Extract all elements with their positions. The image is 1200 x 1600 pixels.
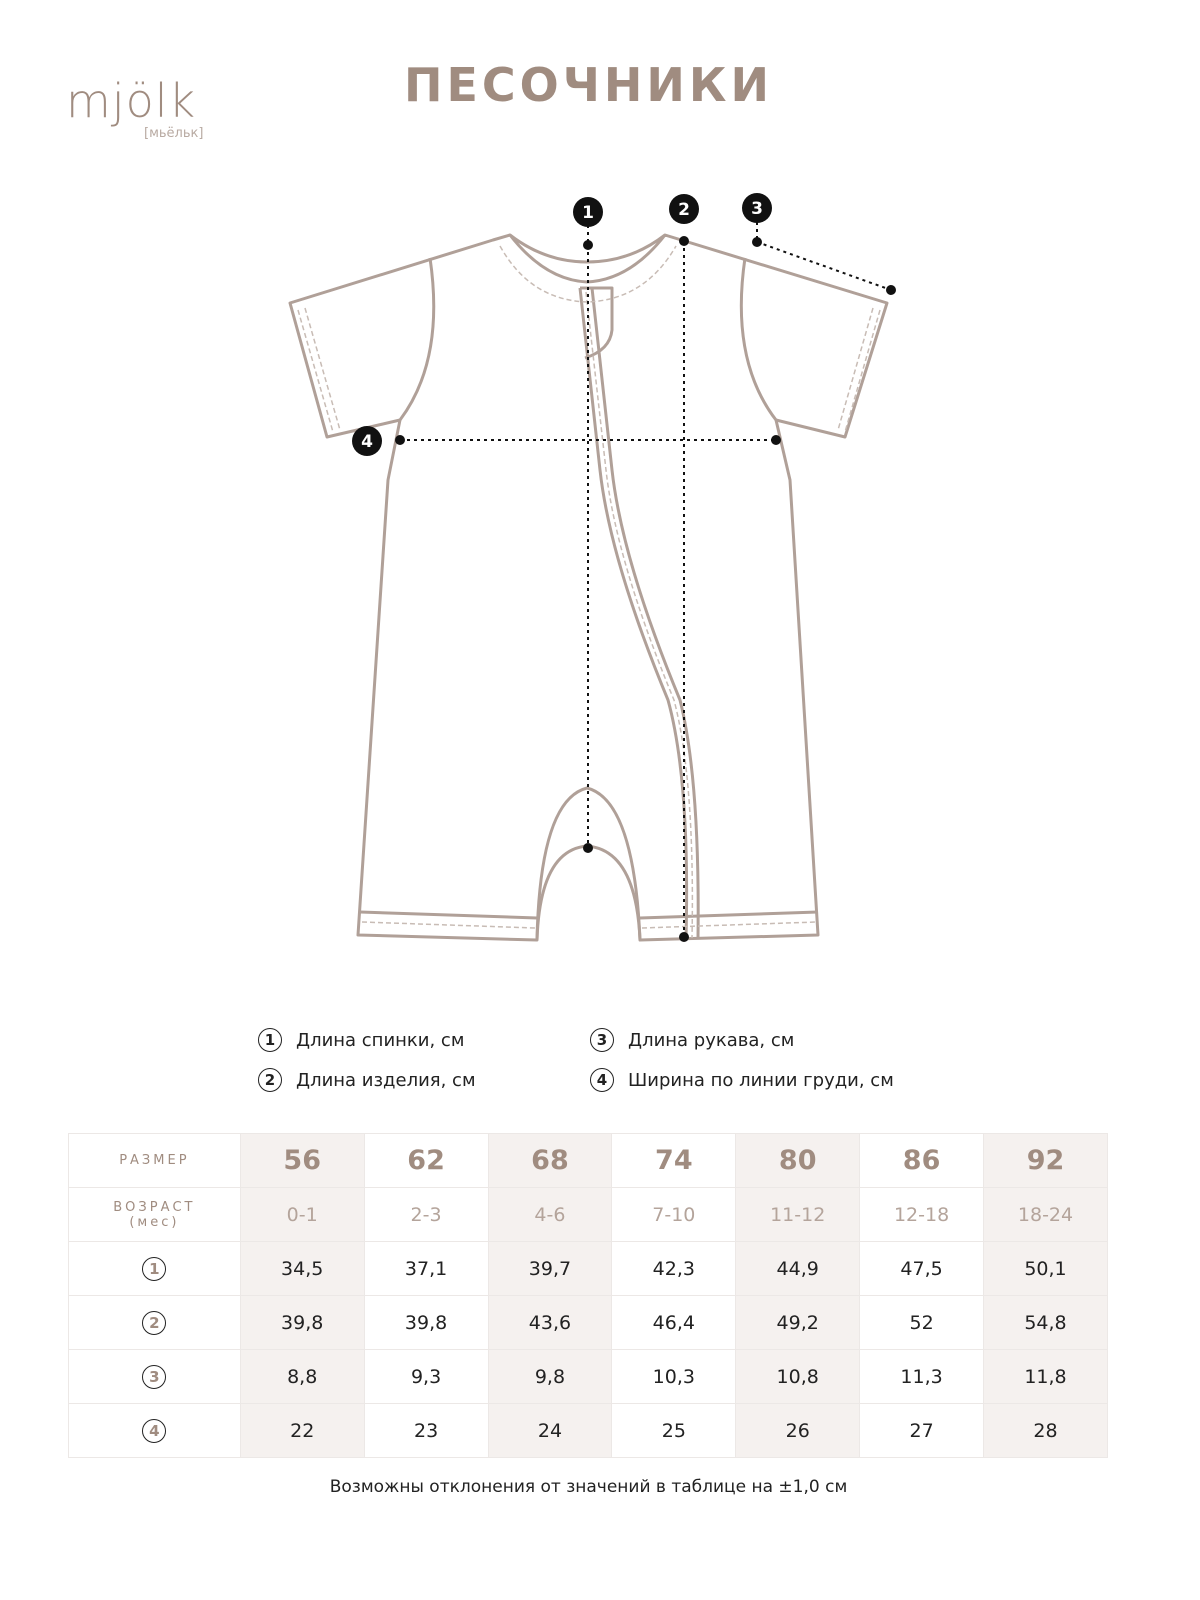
measure-number-icon: 4 — [142, 1418, 167, 1443]
logo-subtext: [мьёльк] — [144, 126, 204, 141]
value-cell: 39,8 — [239, 1295, 365, 1350]
age-cell: 4-6 — [487, 1187, 613, 1242]
value-cell: 9,8 — [487, 1349, 613, 1404]
measurement-row: 1 34,5 37,1 39,7 42,3 44,9 47,5 50,1 — [68, 1241, 1108, 1296]
value-cell: 49,2 — [735, 1295, 861, 1350]
value-cell: 10,8 — [735, 1349, 861, 1404]
measure-number-icon: 3 — [142, 1364, 167, 1389]
size-cell: 68 — [487, 1133, 613, 1188]
age-label: ВОЗРАСТ (мес) — [68, 1187, 241, 1242]
measure-number-icon: 1 — [142, 1256, 167, 1281]
value-cell: 26 — [735, 1403, 861, 1458]
value-cell: 50,1 — [983, 1241, 1108, 1296]
measure-lines — [400, 222, 892, 937]
value-cell: 23 — [363, 1403, 489, 1458]
row-marker: 3 — [68, 1349, 241, 1404]
row-marker: 4 — [68, 1403, 241, 1458]
value-cell: 52 — [859, 1295, 985, 1350]
measure-points — [395, 236, 896, 942]
age-cell: 0-1 — [239, 1187, 365, 1242]
svg-text:4: 4 — [361, 432, 373, 452]
value-cell: 10,3 — [611, 1349, 737, 1404]
legend-item: 4 Ширина по линии груди, см — [590, 1068, 894, 1092]
value-cell: 24 — [487, 1403, 613, 1458]
age-row: ВОЗРАСТ (мес) 0-1 2-3 4-6 7-10 11-12 12-18 18-24 — [68, 1187, 1108, 1242]
age-cell: 11-12 — [735, 1187, 861, 1242]
value-cell: 44,9 — [735, 1241, 861, 1296]
logo-text: mjölk — [66, 74, 197, 128]
value-cell: 28 — [983, 1403, 1108, 1458]
age-label-text: ВОЗРАСТ — [113, 1199, 196, 1215]
measurement-row: 3 8,8 9,3 9,8 10,3 10,8 11,3 11,8 — [68, 1349, 1108, 1404]
value-cell: 22 — [239, 1403, 365, 1458]
value-cell: 25 — [611, 1403, 737, 1458]
size-cell: 56 — [239, 1133, 365, 1188]
size-row: РАЗМЕР 56 62 68 74 80 86 92 — [68, 1133, 1108, 1188]
measurement-row: 2 39,8 39,8 43,6 46,4 49,2 52 54,8 — [68, 1295, 1108, 1350]
measure-markers: 1 2 3 4 — [352, 193, 772, 456]
value-cell: 37,1 — [363, 1241, 489, 1296]
measurement-row: 4 22 23 24 25 26 27 28 — [68, 1403, 1108, 1458]
size-cell: 62 — [363, 1133, 489, 1188]
value-cell: 11,3 — [859, 1349, 985, 1404]
row-marker: 1 — [68, 1241, 241, 1296]
age-cell: 2-3 — [363, 1187, 489, 1242]
value-cell: 54,8 — [983, 1295, 1108, 1350]
value-cell: 42,3 — [611, 1241, 737, 1296]
size-cell: 80 — [735, 1133, 861, 1188]
value-cell: 39,7 — [487, 1241, 613, 1296]
size-cell: 92 — [983, 1133, 1108, 1188]
value-cell: 27 — [859, 1403, 985, 1458]
garment-diagram: 1 2 3 4 — [288, 193, 896, 942]
value-cell: 8,8 — [239, 1349, 365, 1404]
romper-outline — [288, 233, 889, 942]
legend-item: 2 Длина изделия, см — [258, 1068, 476, 1092]
value-cell: 34,5 — [239, 1241, 365, 1296]
value-cell: 43,6 — [487, 1295, 613, 1350]
age-cell: 7-10 — [611, 1187, 737, 1242]
page-title: ПЕСОЧНИКИ — [403, 58, 774, 112]
marker-4 — [352, 426, 382, 456]
legend-item: 1 Длина спинки, см — [258, 1028, 464, 1052]
svg-text:3: 3 — [751, 199, 763, 219]
size-cell: 74 — [611, 1133, 737, 1188]
value-cell: 9,3 — [363, 1349, 489, 1404]
value-cell: 39,8 — [363, 1295, 489, 1350]
age-unit: (мес) — [129, 1214, 180, 1230]
value-cell: 47,5 — [859, 1241, 985, 1296]
age-cell: 18-24 — [983, 1187, 1108, 1242]
tolerance-note: Возможны отклонения от значений в таблиц… — [329, 1477, 848, 1497]
value-cell: 46,4 — [611, 1295, 737, 1350]
row-marker: 2 — [68, 1295, 241, 1350]
age-cell: 12-18 — [859, 1187, 985, 1242]
size-cell: 86 — [859, 1133, 985, 1188]
brand-logo: mjölk [мьёльк] — [66, 74, 203, 141]
svg-text:2: 2 — [678, 200, 690, 220]
legend-item: 3 Длина рукава, см — [590, 1028, 794, 1052]
value-cell: 11,8 — [983, 1349, 1108, 1404]
marker-3 — [742, 193, 772, 223]
measure-number-icon: 2 — [142, 1310, 167, 1335]
marker-1 — [573, 197, 603, 227]
svg-text:1: 1 — [582, 203, 594, 223]
size-label: РАЗМЕР — [68, 1133, 241, 1188]
marker-2 — [669, 194, 699, 224]
size-table: РАЗМЕР 56 62 68 74 80 86 92 ВОЗРАСТ (мес) 0-1 2-3 4-… — [68, 1133, 1108, 1458]
